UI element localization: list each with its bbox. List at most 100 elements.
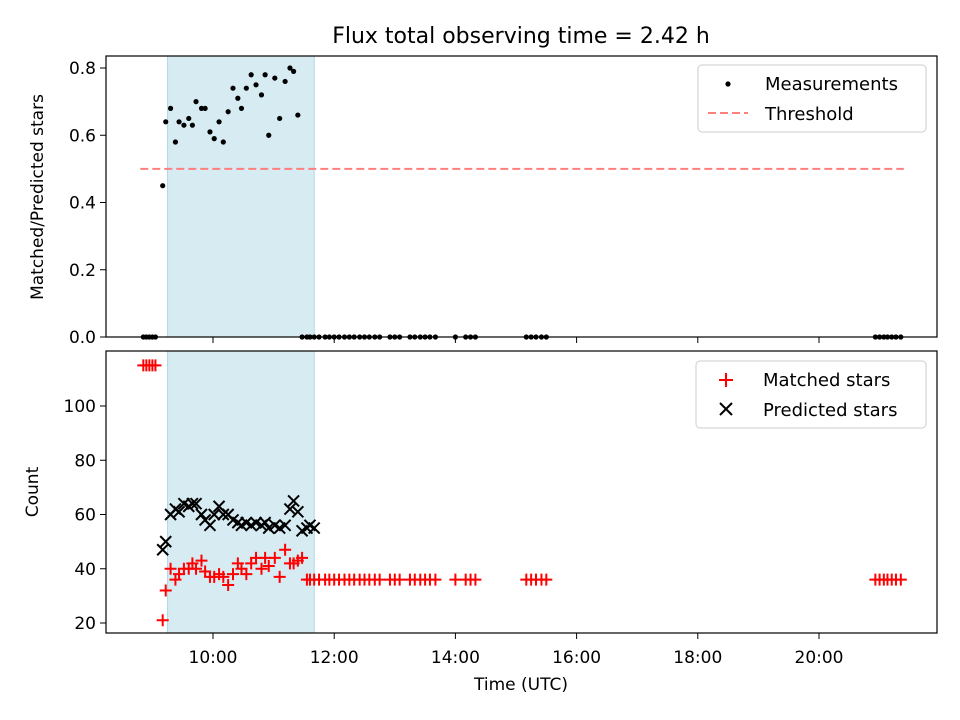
predicted-star-point	[262, 521, 275, 535]
bottom-panel: 20 40 60 80 100 10:00 12:00 14:00 16:00 18:00 20:…	[23, 350, 938, 695]
bottom-y-tick-label: 100	[64, 397, 96, 417]
top-y-tick-label: 0.8	[69, 59, 96, 79]
predicted-star-point	[278, 519, 292, 532]
top-panel: 0.00.20.40.60.8 Matched/Predicted stars …	[28, 55, 938, 348]
predicted-star-point	[291, 505, 305, 518]
top-y-tick-label: 0.6	[69, 126, 96, 146]
bottom-y-tick-label: 60	[74, 506, 96, 526]
measurement-point	[277, 115, 283, 122]
matched-star-point	[149, 359, 162, 372]
measurement-point	[207, 129, 213, 135]
bottom-y-tick-label: 20	[74, 614, 96, 634]
x-axis-label: Time (UTC)	[473, 675, 568, 695]
predicted-star-point	[189, 497, 203, 510]
measurement-point	[287, 65, 293, 71]
matched-star-point	[255, 562, 268, 575]
top-x-ticks	[212, 337, 820, 343]
matched-star-point	[373, 573, 386, 586]
bottom-plot-area	[137, 350, 907, 634]
measurement-point	[282, 78, 288, 85]
matched-star-point	[262, 560, 275, 573]
measurement-point	[202, 105, 208, 111]
matched-star-point	[195, 554, 208, 567]
measurement-point	[160, 183, 166, 189]
measurement-point	[248, 72, 254, 78]
top-legend: Measurements Threshold	[697, 64, 927, 133]
matched-star-point	[449, 573, 462, 586]
measurement-point	[167, 105, 174, 111]
predicted-star-point	[217, 508, 230, 521]
measurement-point	[216, 119, 222, 125]
bottom-y-tick-label: 40	[74, 560, 96, 580]
predicted-star-point	[258, 516, 272, 529]
bottom-y-tick-label: 80	[74, 451, 96, 471]
measurement-point	[235, 95, 241, 101]
measurement-point	[258, 92, 265, 98]
measurement-point	[198, 105, 205, 111]
measurement-point	[238, 105, 245, 111]
bottom-x-tick-label: 14:00	[431, 648, 480, 668]
predicted-star-point	[203, 519, 217, 532]
measurement-point	[172, 139, 179, 145]
top-y-tick-label: 0.2	[69, 261, 96, 281]
matched-star-point	[469, 573, 482, 586]
matched-star-point	[159, 584, 172, 597]
bottom-x-tick-label: 10:00	[189, 648, 238, 668]
bottom-legend-box	[695, 360, 927, 429]
matched-star-point	[217, 570, 230, 583]
predicted-star-point	[195, 508, 208, 521]
bottom-y-axis-label: Count	[23, 466, 43, 517]
top-legend-box	[697, 64, 927, 133]
measurement-point	[163, 119, 169, 125]
bottom-x-ticks: 10:00 12:00 14:00 16:00 18:00 20:00	[189, 633, 844, 668]
measurement-point	[243, 85, 249, 91]
top-y-tick-label: 0.0	[69, 328, 96, 348]
matched-star-point	[540, 573, 553, 586]
matched-star-point	[393, 573, 406, 586]
matched-star-point	[894, 573, 907, 586]
measurement-point	[225, 109, 231, 115]
matched-star-point	[226, 568, 239, 581]
measurement-point	[220, 139, 226, 145]
top-highlight-span	[167, 55, 315, 338]
top-y-ticks: 0.0 0.2 0.4 0.6 0.8	[69, 59, 106, 348]
matched-star-point	[279, 543, 292, 556]
predicted-star-point	[156, 543, 169, 556]
measurement-point	[176, 119, 182, 125]
bottom-highlight-span	[167, 350, 315, 634]
top-y-axis-label: Matched/Predicted stars	[28, 94, 48, 300]
measurement-point	[272, 75, 278, 81]
top-axes-frame	[105, 55, 938, 338]
top-y-tick-label: 0.4	[69, 194, 96, 214]
bottom-x-tick-label: 12:00	[310, 648, 359, 668]
matched-star-point	[273, 570, 286, 583]
bottom-x-tick-label: 20:00	[795, 648, 844, 668]
measurement-point	[181, 122, 187, 128]
measurement-point	[290, 68, 297, 74]
matched-star-point	[164, 562, 177, 575]
legend-measurements-marker	[725, 81, 731, 87]
legend-matched-marker	[719, 373, 733, 387]
predicted-star-point	[159, 535, 172, 548]
bottom-legend: Matched stars Predicted stars	[695, 360, 927, 429]
legend-matched-label: Matched stars	[763, 370, 890, 391]
measurement-point	[253, 82, 259, 88]
predicted-star-point	[186, 497, 199, 510]
predicted-star-point	[172, 505, 186, 518]
measurement-point	[211, 136, 217, 142]
matched-star-point	[268, 551, 281, 564]
bottom-x-tick-label: 18:00	[673, 648, 722, 668]
predicted-star-point	[307, 521, 321, 535]
legend-predicted-marker	[719, 402, 733, 416]
legend-measurements-label: Measurements	[765, 74, 898, 95]
matched-star-point	[240, 568, 253, 581]
matched-star-point	[156, 614, 169, 627]
measurement-point	[193, 99, 199, 105]
bottom-x-tick-label: 16:00	[552, 648, 601, 668]
legend-predicted-label: Predicted stars	[763, 400, 897, 421]
measurement-point	[266, 132, 272, 138]
matched-star-point	[222, 579, 235, 592]
predicted-star-point	[287, 494, 300, 508]
matched-star-point	[190, 562, 203, 575]
